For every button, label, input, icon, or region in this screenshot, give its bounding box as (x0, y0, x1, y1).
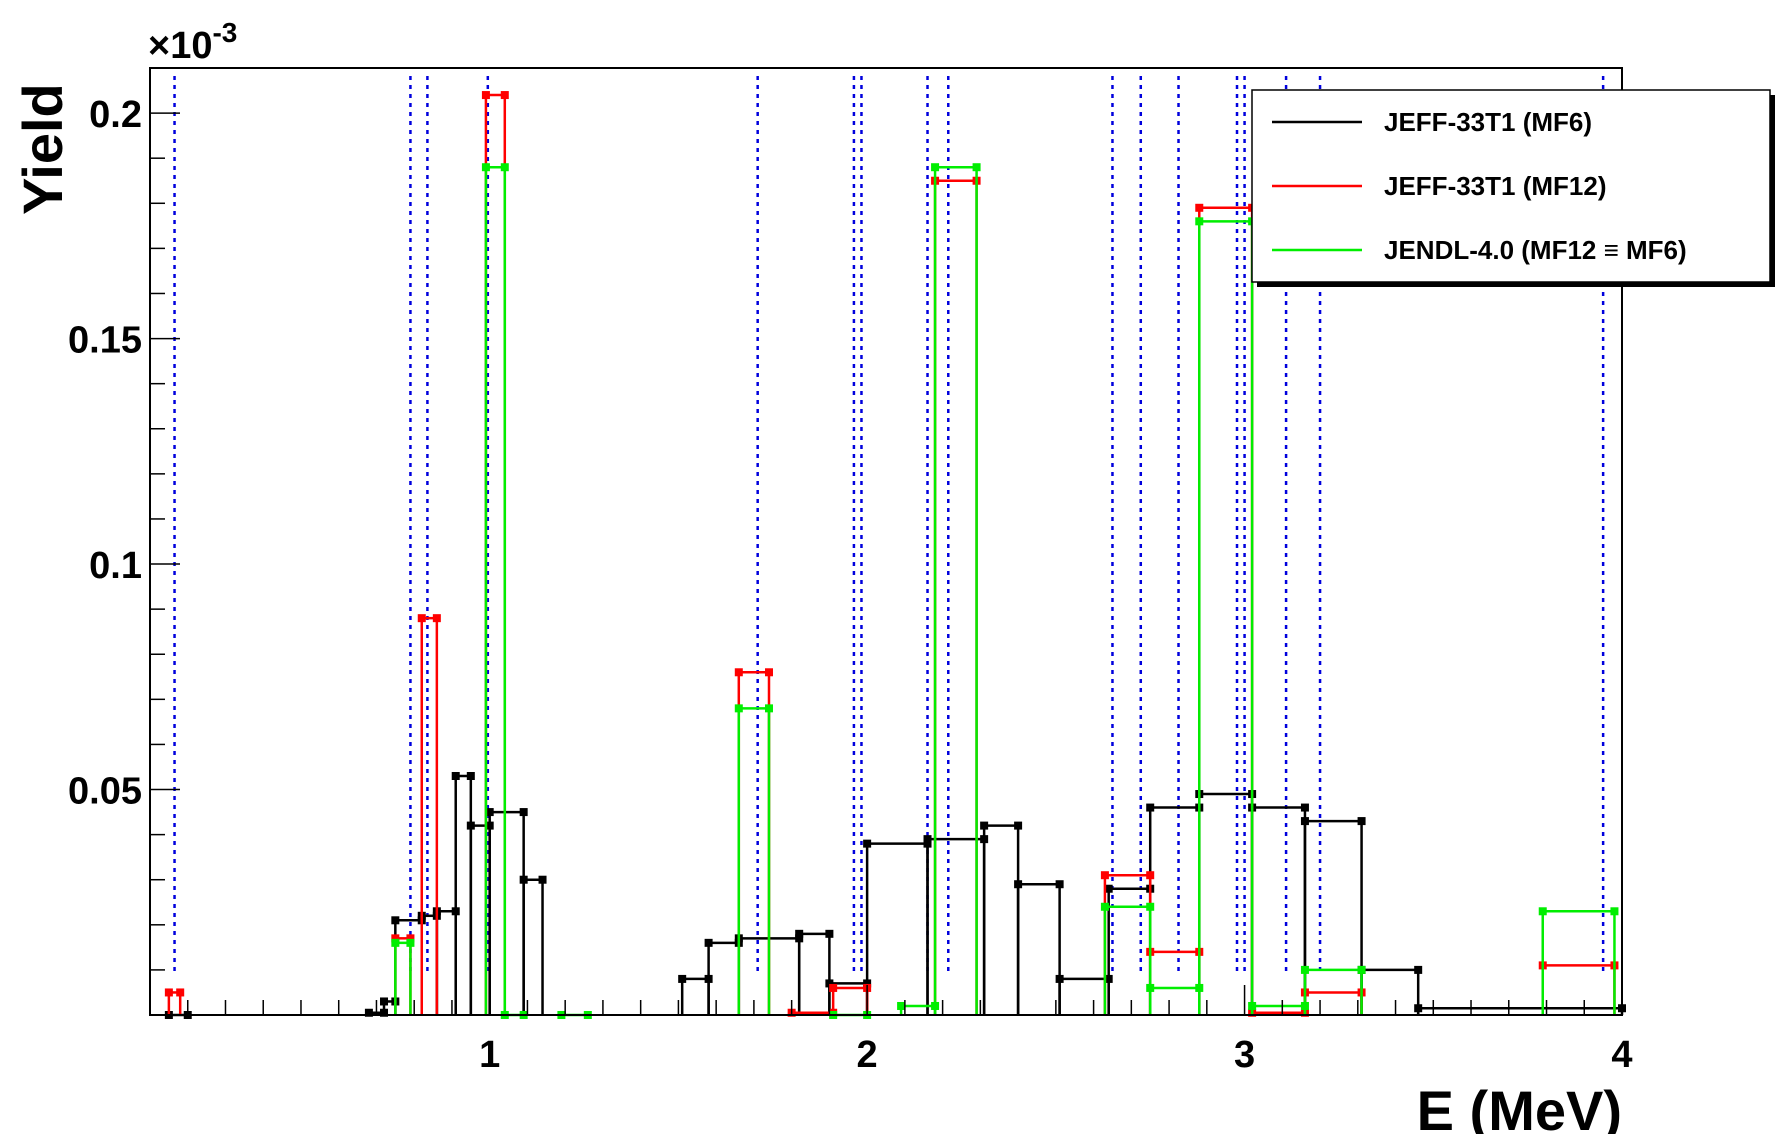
data-point (1300, 803, 1309, 812)
data-point (466, 771, 475, 780)
data-point (764, 704, 773, 713)
data-point (734, 668, 743, 677)
x-tick-label: 1 (479, 1034, 500, 1076)
y-exponent-label: ×10-3 (148, 17, 237, 67)
data-point (500, 91, 509, 100)
data-point (931, 163, 940, 172)
data-point (1538, 907, 1547, 916)
x-tick-label: 4 (1611, 1034, 1632, 1076)
data-point (1014, 880, 1023, 889)
y-tick-label: 0.2 (89, 94, 142, 136)
data-point (417, 614, 426, 623)
data-point (1195, 203, 1204, 212)
data-point (972, 163, 981, 172)
data-point (1414, 965, 1423, 974)
data-point (485, 808, 494, 817)
legend-label: JENDL-4.0 (MF12 ≡ MF6) (1384, 235, 1687, 265)
axis-ticks (150, 67, 1623, 1015)
plot-frame (149, 67, 1623, 1016)
data-point (176, 988, 185, 997)
data-point (519, 808, 528, 817)
data-point (466, 821, 475, 830)
legend: JEFF-33T1 (MF6) JEFF-33T1 (MF12) JENDL-4.0… (1251, 89, 1775, 287)
data-point (451, 771, 460, 780)
data-point (519, 875, 528, 884)
tick-labels: 1 2 3 4 0.05 0.1 0.15 0.2 (68, 94, 1633, 1076)
data-point (863, 839, 872, 848)
data-point (1100, 871, 1109, 880)
data-point (481, 91, 490, 100)
data-point (825, 979, 834, 988)
data-point (764, 668, 773, 677)
series-layer (164, 91, 1626, 1019)
data-point (1248, 1001, 1257, 1010)
data-point (825, 929, 834, 938)
data-point (1146, 803, 1155, 812)
data-point (391, 916, 400, 925)
data-point (678, 974, 687, 983)
y-tick-label: 0.05 (68, 771, 142, 813)
x-axis-title: E (MeV) (1417, 1079, 1622, 1134)
data-point (980, 821, 989, 830)
legend-label: JEFF-33T1 (MF6) (1384, 107, 1592, 137)
data-point (380, 997, 389, 1006)
data-point (164, 988, 173, 997)
data-point (538, 875, 547, 884)
data-point (1300, 817, 1309, 826)
data-point (734, 704, 743, 713)
data-point (391, 934, 400, 943)
data-point (1195, 217, 1204, 226)
y-tick-label: 0.1 (89, 545, 142, 587)
y-axis-title: Yield (11, 83, 74, 215)
data-point (500, 163, 509, 172)
data-point (829, 983, 838, 992)
data-point (406, 938, 415, 947)
data-point (1055, 974, 1064, 983)
data-point (897, 1001, 906, 1010)
x-tick-label: 3 (1234, 1034, 1255, 1076)
data-point (1055, 880, 1064, 889)
data-point (1100, 902, 1109, 911)
legend-label: JEFF-33T1 (MF12) (1384, 171, 1607, 201)
data-point (481, 163, 490, 172)
data-point (795, 929, 804, 938)
data-point (1104, 884, 1113, 893)
data-point (1357, 965, 1366, 974)
data-point (1357, 817, 1366, 826)
data-point (1146, 871, 1155, 880)
data-point (406, 934, 415, 943)
series-2 (391, 163, 1619, 1019)
data-point (1414, 1004, 1423, 1013)
data-point (1610, 907, 1619, 916)
x-tick-label: 2 (857, 1034, 878, 1076)
data-point (364, 1008, 373, 1017)
data-point (1300, 965, 1309, 974)
data-point (1014, 821, 1023, 830)
data-point (704, 938, 713, 947)
data-point (391, 938, 400, 947)
y-tick-label: 0.15 (68, 320, 142, 362)
data-point (432, 614, 441, 623)
data-point (1146, 902, 1155, 911)
data-point (1146, 983, 1155, 992)
data-point (923, 835, 932, 844)
